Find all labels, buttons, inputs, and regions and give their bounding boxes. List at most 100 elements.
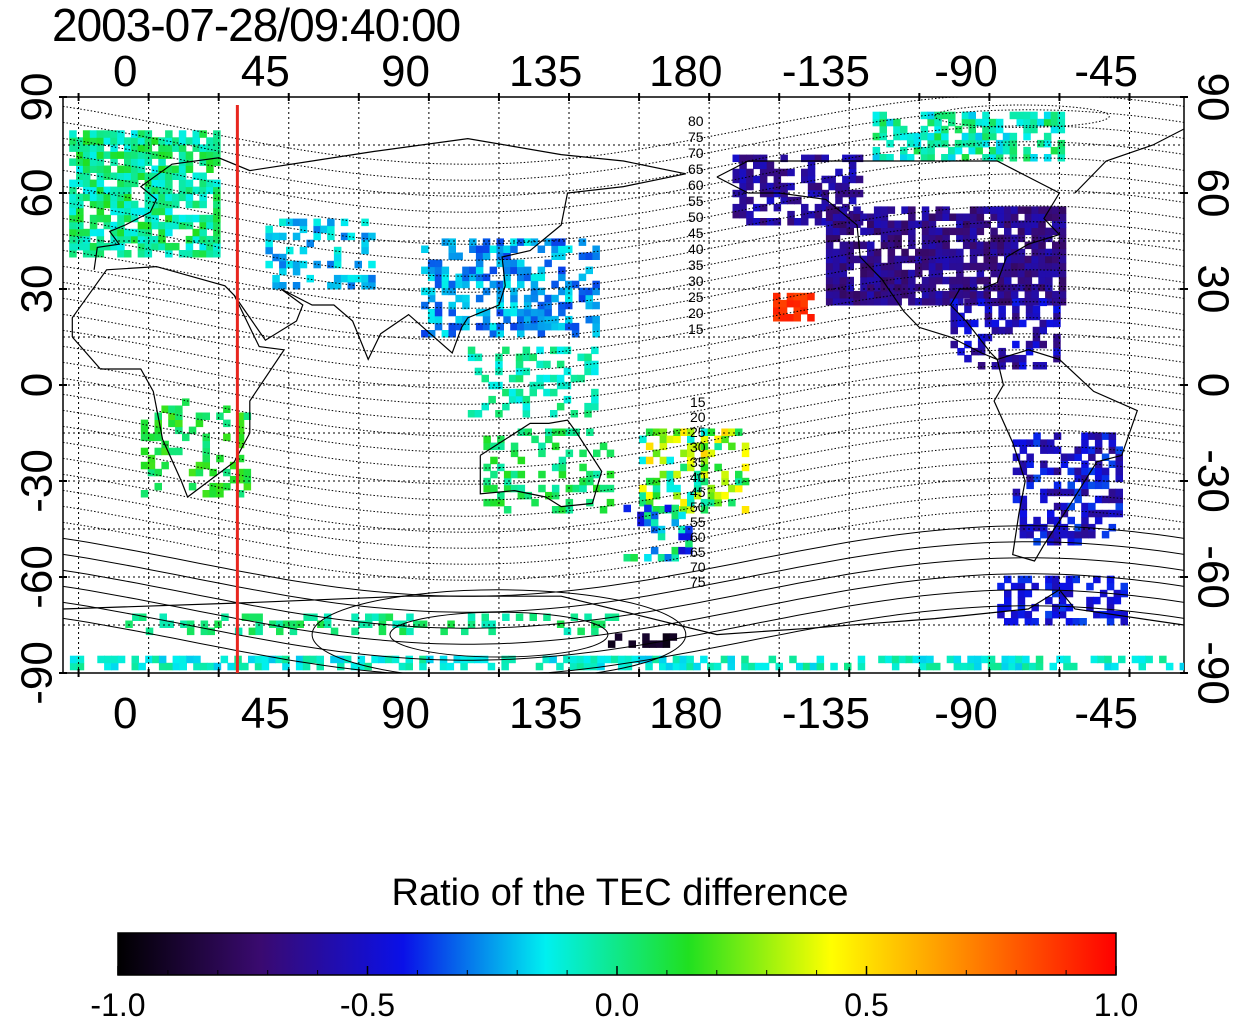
tec-cell (912, 655, 920, 664)
tec-cell (1004, 603, 1012, 612)
tec-cell (537, 308, 546, 317)
tec-cell (642, 633, 650, 641)
tec-cell (597, 655, 605, 664)
tec-cell (161, 461, 169, 470)
tec-cell (510, 294, 518, 303)
tec-cell (503, 266, 511, 275)
tec-cell (839, 255, 848, 264)
tec-cell (213, 228, 221, 237)
tec-cell (673, 491, 681, 500)
tec-cell (887, 220, 896, 228)
tec-cell (117, 137, 125, 145)
tec-cell (617, 662, 626, 671)
tec-cell (1031, 213, 1039, 221)
tec-cell (530, 294, 539, 303)
frame-tick (59, 672, 67, 674)
tec-cell (860, 269, 868, 278)
tec-cell (110, 151, 118, 159)
tec-cell (474, 410, 483, 418)
tec-cell (159, 620, 167, 628)
tec-cell (773, 175, 782, 184)
tec-cell (801, 168, 809, 177)
tec-cell (351, 613, 359, 621)
tec-cell (983, 262, 991, 271)
tec-cell (832, 206, 841, 214)
tec-cell (159, 613, 167, 621)
contour-label: 15 (688, 321, 704, 337)
tec-cell (1052, 589, 1060, 598)
tec-cell (110, 193, 118, 202)
tec-cell (483, 463, 491, 472)
tec-cell (1108, 509, 1117, 518)
tec-cell (887, 269, 896, 278)
tec-cell (178, 172, 187, 180)
tec-cell (1058, 255, 1067, 264)
contour-line (63, 493, 1184, 565)
tec-cell (145, 627, 154, 636)
tec-cell (1081, 432, 1089, 440)
tec-cell (140, 461, 149, 470)
tec-cell (1031, 241, 1039, 250)
tec-cell (1058, 241, 1067, 250)
tec-cell (879, 125, 887, 134)
colorbar-title: Ratio of the TEC difference (391, 872, 849, 914)
tec-cell (76, 242, 84, 251)
tec-cell (928, 241, 937, 250)
tec-cell (614, 633, 623, 641)
tec-cell (144, 137, 153, 145)
tec-cell (530, 273, 539, 282)
tec-cell (565, 245, 573, 253)
tec-cell (137, 172, 146, 180)
tec-cell (178, 214, 187, 223)
tec-cell (261, 662, 270, 671)
tec-cell (821, 218, 829, 226)
tec-cell (678, 532, 686, 541)
tec-cell (977, 340, 986, 349)
frame-tick (1058, 93, 1061, 101)
tec-cell (997, 262, 1005, 271)
tec-cell (172, 193, 180, 202)
tec-cell (1046, 319, 1054, 328)
tec-cell (1017, 234, 1026, 243)
tec-cell (130, 137, 139, 145)
tec-cell (551, 252, 559, 260)
tec-cell (977, 347, 986, 356)
tec-cell (168, 405, 176, 413)
tec-cell (1120, 610, 1128, 619)
colorbar: -1.0 -0.5 0.0 0.5 1.0 (90, 932, 1138, 1023)
tec-cell (686, 655, 694, 664)
tec-cell (1094, 439, 1103, 447)
tec-cell (873, 298, 882, 306)
tec-cell (140, 447, 149, 456)
tec-cell (920, 154, 929, 162)
tec-cell (846, 283, 854, 292)
tec-cell (165, 165, 173, 173)
tec-cell (814, 182, 823, 191)
tec-cell (82, 193, 91, 202)
tec-cell (887, 283, 896, 292)
tec-cell (825, 241, 834, 250)
tec-cell (530, 315, 539, 324)
tec-cell (1104, 655, 1112, 664)
tec-cell (821, 203, 829, 212)
tec-cell (110, 200, 118, 209)
tec-cell (178, 137, 187, 145)
tec-cell (839, 220, 848, 228)
tec-cell (570, 410, 579, 418)
tec-cell (427, 266, 436, 275)
tec-cell (448, 238, 456, 246)
tec-cell (839, 227, 848, 236)
tec-cell (839, 283, 848, 292)
tec-cell (807, 292, 815, 301)
tec-cell (787, 210, 795, 219)
tec-cell (124, 200, 132, 209)
tec-cell (1028, 662, 1037, 671)
tec-cell (130, 172, 139, 180)
tec-cell (1053, 340, 1061, 349)
tec-cell (800, 299, 808, 308)
tec-cell (867, 269, 875, 278)
tec-cell (894, 298, 902, 306)
tec-cell (665, 662, 674, 671)
coastlines (63, 128, 1184, 636)
contour-line (63, 477, 1184, 549)
